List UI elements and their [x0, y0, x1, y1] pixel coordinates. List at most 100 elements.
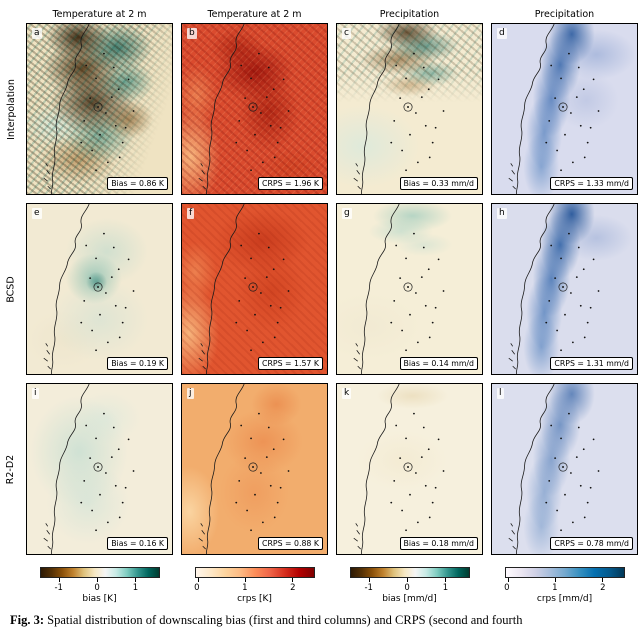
panel-g: g Bias = 0.14 mm/d — [336, 203, 483, 375]
stat-box: Bias = 0.14 mm/d — [399, 357, 478, 370]
panel-letter: e — [32, 208, 42, 219]
stat-box: CRPS = 0.88 K — [258, 537, 323, 550]
coastline-overlay — [43, 204, 135, 374]
row-label-r2d2: R2-D2 — [4, 383, 18, 555]
stat-box: Bias = 0.86 K — [107, 177, 168, 190]
tick-labels: 0 1 2 — [194, 583, 315, 593]
colorbar-gradient-brbg — [39, 567, 160, 582]
stat-box: Bias = 0.33 mm/d — [399, 177, 478, 190]
tick-label: -1 — [364, 583, 373, 593]
coastline-overlay — [508, 204, 600, 374]
colorbar-crps-mmd: 0 1 2 crps [mm/d] — [491, 567, 638, 604]
row-label-bcsd: BCSD — [4, 203, 18, 375]
column-titles: Temperature at 2 m Temperature at 2 m Pr… — [26, 4, 640, 20]
panel-i: i Bias = 0.16 K — [26, 383, 173, 555]
panel-letter: f — [187, 208, 195, 219]
coastline-overlay — [353, 24, 445, 194]
coastline-overlay — [198, 204, 290, 374]
panel-c: c Bias = 0.33 mm/d — [336, 23, 483, 195]
tick-mark — [507, 578, 509, 582]
row-label-text: Interpolation — [5, 78, 17, 140]
stat-box: CRPS = 1.96 K — [258, 177, 323, 190]
colorbar-label: bias [K] — [82, 594, 117, 604]
panel-letter: k — [342, 388, 352, 399]
tick-mark — [292, 578, 294, 582]
colorbar-gradient-reds — [194, 567, 315, 582]
tick-label: 2 — [290, 583, 296, 593]
map-raster-i — [27, 384, 172, 554]
panel-h: h CRPS = 1.31 mm/d — [491, 203, 638, 375]
colorbar-gradient-pubu — [504, 567, 625, 582]
coastline-overlay — [353, 384, 445, 554]
map-raster-c — [337, 24, 482, 194]
column-title-2: Temperature at 2 m — [207, 9, 302, 20]
panel-letter: j — [187, 388, 194, 399]
coastline-overlay — [198, 24, 290, 194]
tick-label: -1 — [54, 583, 63, 593]
tick-label: 1 — [442, 583, 449, 593]
coastline-overlay — [508, 384, 600, 554]
colorbar-label: crps [mm/d] — [536, 594, 593, 604]
panel-b: b CRPS = 1.96 K — [181, 23, 328, 195]
map-raster-a — [27, 24, 172, 194]
column-title-4: Precipitation — [534, 9, 595, 20]
caption-text: Spatial distribution of downscaling bias… — [44, 613, 523, 627]
caption-figure-number: Fig. 3: — [10, 613, 45, 627]
tick-label: 0 — [504, 583, 510, 593]
figure-caption: Fig. 3: Spatial distribution of downscal… — [10, 613, 634, 628]
stat-box: CRPS = 1.31 mm/d — [550, 357, 633, 370]
tick-mark — [97, 578, 99, 582]
panel-letter: c — [342, 28, 351, 39]
panel-e: e Bias = 0.19 K — [26, 203, 173, 375]
panel-letter: a — [32, 28, 42, 39]
panel-letter: d — [497, 28, 507, 39]
panel-k: k Bias = 0.18 mm/d — [336, 383, 483, 555]
tick-label: 1 — [132, 583, 139, 593]
tick-mark — [407, 578, 409, 582]
map-raster-j — [182, 384, 327, 554]
tick-label: 1 — [242, 583, 248, 593]
colorbar-bias-mmd: -1 0 1 bias [mm/d] — [336, 567, 483, 604]
tick-mark — [444, 578, 446, 582]
stat-box: Bias = 0.19 K — [107, 357, 168, 370]
map-raster-e — [27, 204, 172, 374]
panel-letter: b — [187, 28, 197, 39]
tick-mark — [555, 578, 557, 582]
coastline-overlay — [198, 384, 290, 554]
panel-f: f CRPS = 1.57 K — [181, 203, 328, 375]
panel-d: d CRPS = 1.33 mm/d — [491, 23, 638, 195]
tick-label: 0 — [94, 583, 100, 593]
tick-label: 0 — [404, 583, 410, 593]
tick-mark — [134, 578, 136, 582]
map-raster-k — [337, 384, 482, 554]
panel-a: a Bias = 0.86 K — [26, 23, 173, 195]
stat-box: Bias = 0.18 mm/d — [399, 537, 478, 550]
panel-j: j CRPS = 0.88 K — [181, 383, 328, 555]
colorbar-row: -1 0 1 bias [K] 0 1 2 crps [K] — [26, 567, 640, 604]
coastline-overlay — [353, 204, 445, 374]
tick-mark — [197, 578, 199, 582]
tick-labels: -1 0 1 — [40, 583, 160, 593]
tick-label: 0 — [194, 583, 200, 593]
coastline-overlay — [43, 24, 135, 194]
row-label-text: R2-D2 — [5, 454, 17, 484]
column-title-3: Precipitation — [379, 9, 440, 20]
tick-mark — [369, 578, 371, 582]
colorbar-bias-k: -1 0 1 bias [K] — [26, 567, 173, 604]
map-raster-l — [492, 384, 637, 554]
stat-box: CRPS = 1.57 K — [258, 357, 323, 370]
stat-box: CRPS = 0.78 mm/d — [550, 537, 633, 550]
stat-box: Bias = 0.16 K — [107, 537, 168, 550]
tick-label: 2 — [600, 583, 606, 593]
panel-letter: g — [342, 208, 352, 219]
column-title-1: Temperature at 2 m — [52, 9, 147, 20]
map-raster-h — [492, 204, 637, 374]
tick-label: 1 — [552, 583, 558, 593]
map-raster-g — [337, 204, 482, 374]
panel-letter: l — [497, 388, 504, 399]
coastline-overlay — [508, 24, 600, 194]
map-row-interpolation: Interpolation a Bias = 0.86 K b CRPS = 1… — [4, 23, 640, 195]
colorbar-label: crps [K] — [237, 594, 272, 604]
row-label-text: BCSD — [5, 275, 17, 303]
map-raster-d — [492, 24, 637, 194]
